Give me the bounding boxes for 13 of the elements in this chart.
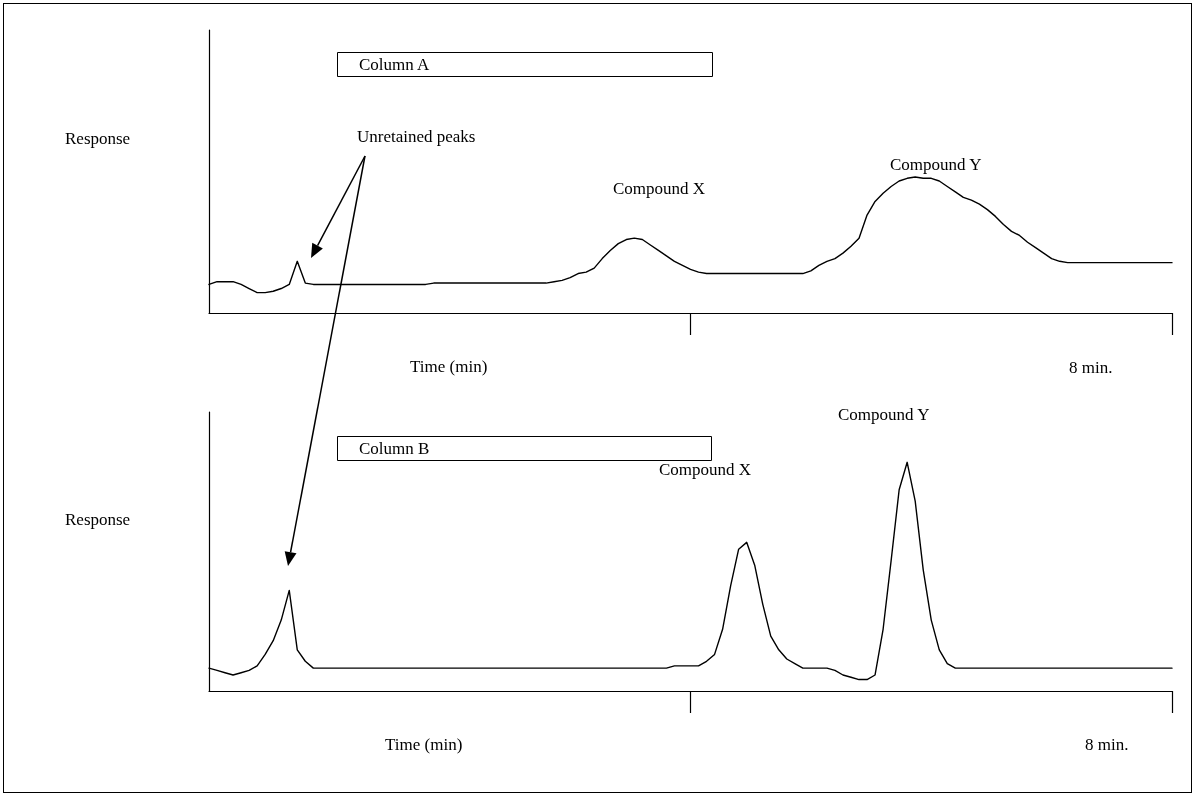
annotation: Compound X: [659, 460, 752, 479]
x-axis-title: Time (min): [410, 357, 488, 376]
annotation: Compound X: [613, 179, 706, 198]
text: 8 min.: [1085, 735, 1129, 754]
chart-title: Column A: [359, 55, 431, 74]
chart-title: Column B: [359, 439, 430, 458]
x-axis-title: Time (min): [385, 735, 463, 754]
text: Compound Y: [838, 405, 930, 424]
y-axis-title: Response: [65, 129, 131, 148]
text: Unretained peaks: [357, 127, 476, 146]
text: 8 min.: [1069, 358, 1113, 377]
text: Compound Y: [890, 155, 982, 174]
y-axis-title: Response: [65, 510, 131, 529]
